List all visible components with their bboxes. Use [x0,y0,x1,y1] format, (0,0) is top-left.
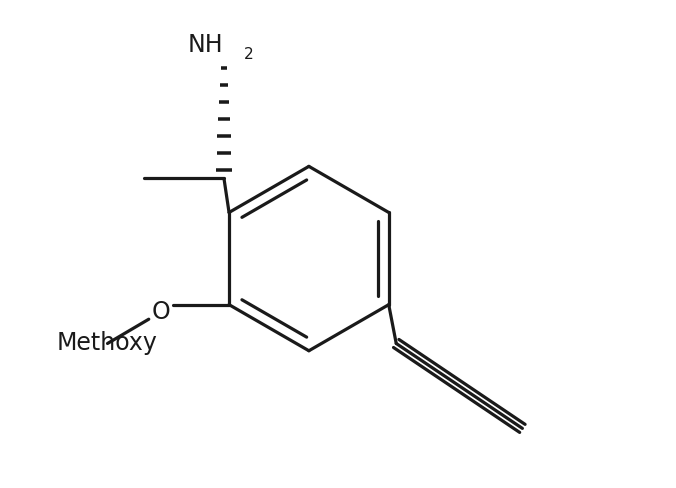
Text: Methoxy: Methoxy [57,331,158,355]
Text: NH: NH [187,33,223,57]
Text: 2: 2 [243,47,253,62]
Text: O: O [151,300,170,324]
